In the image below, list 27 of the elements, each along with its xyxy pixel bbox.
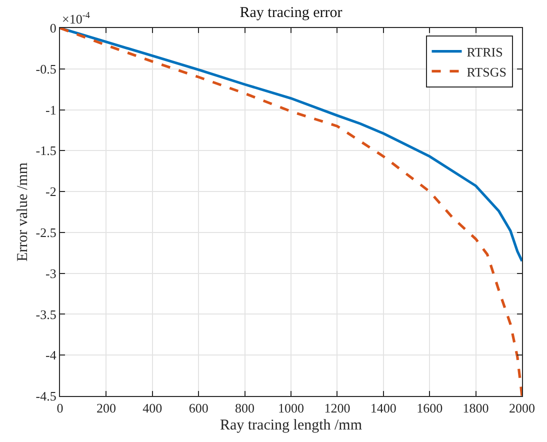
x-axis-title: Ray tracing length /mm bbox=[220, 418, 362, 434]
x-tick-label: 1600 bbox=[416, 400, 443, 416]
y-tick-label: -0.5 bbox=[36, 61, 56, 76]
text: ×10$^{-4}$ bbox=[62, 10, 90, 26]
x-tick-label: 600 bbox=[188, 400, 208, 416]
x-tick-label: 1000 bbox=[278, 400, 304, 416]
x-tick-label: 800 bbox=[235, 400, 255, 416]
x-tick-label: 200 bbox=[96, 400, 116, 416]
x-tick-label: 2000 bbox=[509, 400, 535, 416]
y-tick-label: -3.5 bbox=[36, 306, 56, 322]
legend-label: RTRIS bbox=[466, 44, 503, 60]
x-tick-label: 1800 bbox=[462, 400, 489, 416]
line-series bbox=[60, 28, 522, 396]
y-tick-label: -2 bbox=[46, 184, 56, 200]
y-tick-label: 0 bbox=[50, 20, 56, 36]
x-tick-label: 1400 bbox=[370, 400, 396, 416]
y-tick-label: -1 bbox=[46, 102, 56, 118]
y-axis-title: Error value /mm bbox=[15, 162, 32, 262]
x-tick-label: 400 bbox=[142, 400, 162, 416]
legend-label: RTSGS bbox=[466, 64, 506, 80]
y-tick-label: -3 bbox=[46, 266, 56, 281]
y-tick-label: -1.5 bbox=[36, 143, 56, 158]
y-tick-label: -2.5 bbox=[36, 224, 56, 240]
chart-title: Ray tracing error bbox=[240, 5, 342, 22]
x-tick-label: 1200 bbox=[324, 400, 350, 416]
y-tick-label: -4 bbox=[46, 348, 57, 363]
y-tick-label: -4.5 bbox=[36, 388, 56, 404]
